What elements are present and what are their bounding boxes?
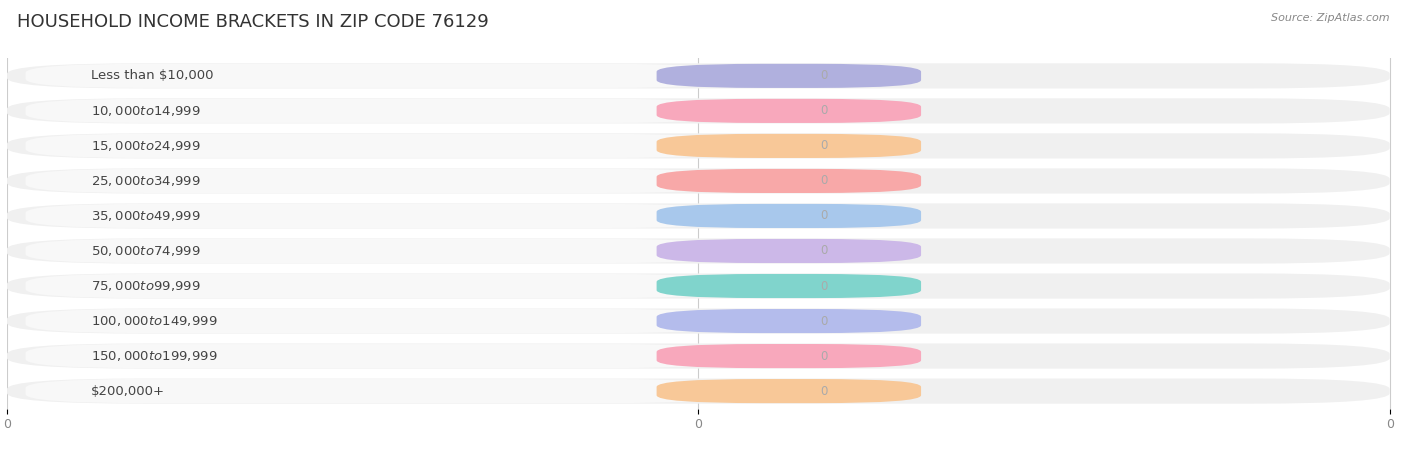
FancyBboxPatch shape <box>7 168 1389 194</box>
Text: 0: 0 <box>820 175 827 187</box>
Text: Less than $10,000: Less than $10,000 <box>90 70 214 82</box>
Text: 0: 0 <box>820 140 827 152</box>
Text: $150,000 to $199,999: $150,000 to $199,999 <box>90 349 217 363</box>
Text: $25,000 to $34,999: $25,000 to $34,999 <box>90 174 200 188</box>
FancyBboxPatch shape <box>7 238 1389 264</box>
Text: $35,000 to $49,999: $35,000 to $49,999 <box>90 209 200 223</box>
FancyBboxPatch shape <box>657 274 921 298</box>
Text: $100,000 to $149,999: $100,000 to $149,999 <box>90 314 217 328</box>
FancyBboxPatch shape <box>25 204 727 228</box>
FancyBboxPatch shape <box>657 309 921 333</box>
FancyBboxPatch shape <box>657 239 921 263</box>
FancyBboxPatch shape <box>657 134 921 158</box>
Text: $200,000+: $200,000+ <box>90 385 165 397</box>
FancyBboxPatch shape <box>7 133 1389 158</box>
FancyBboxPatch shape <box>25 64 727 88</box>
Text: 0: 0 <box>820 210 827 222</box>
FancyBboxPatch shape <box>657 99 921 123</box>
FancyBboxPatch shape <box>657 64 921 88</box>
FancyBboxPatch shape <box>657 379 921 403</box>
FancyBboxPatch shape <box>7 379 1389 404</box>
Text: 0: 0 <box>820 315 827 327</box>
FancyBboxPatch shape <box>25 344 727 368</box>
FancyBboxPatch shape <box>25 134 727 158</box>
FancyBboxPatch shape <box>7 273 1389 299</box>
FancyBboxPatch shape <box>7 203 1389 229</box>
Text: 0: 0 <box>820 105 827 117</box>
FancyBboxPatch shape <box>657 169 921 193</box>
FancyBboxPatch shape <box>25 379 727 403</box>
FancyBboxPatch shape <box>25 239 727 263</box>
Text: HOUSEHOLD INCOME BRACKETS IN ZIP CODE 76129: HOUSEHOLD INCOME BRACKETS IN ZIP CODE 76… <box>17 13 489 31</box>
FancyBboxPatch shape <box>7 308 1389 334</box>
Text: 0: 0 <box>820 70 827 82</box>
FancyBboxPatch shape <box>25 169 727 193</box>
Text: 0: 0 <box>820 385 827 397</box>
FancyBboxPatch shape <box>657 344 921 368</box>
Text: 0: 0 <box>820 280 827 292</box>
FancyBboxPatch shape <box>657 204 921 228</box>
Text: $75,000 to $99,999: $75,000 to $99,999 <box>90 279 200 293</box>
FancyBboxPatch shape <box>7 63 1389 88</box>
FancyBboxPatch shape <box>7 98 1389 123</box>
FancyBboxPatch shape <box>7 343 1389 369</box>
Text: $15,000 to $24,999: $15,000 to $24,999 <box>90 139 200 153</box>
Text: $10,000 to $14,999: $10,000 to $14,999 <box>90 104 200 118</box>
Text: 0: 0 <box>820 350 827 362</box>
Text: $50,000 to $74,999: $50,000 to $74,999 <box>90 244 200 258</box>
Text: Source: ZipAtlas.com: Source: ZipAtlas.com <box>1271 13 1389 23</box>
FancyBboxPatch shape <box>25 99 727 123</box>
FancyBboxPatch shape <box>25 274 727 298</box>
Text: 0: 0 <box>820 245 827 257</box>
FancyBboxPatch shape <box>25 309 727 333</box>
